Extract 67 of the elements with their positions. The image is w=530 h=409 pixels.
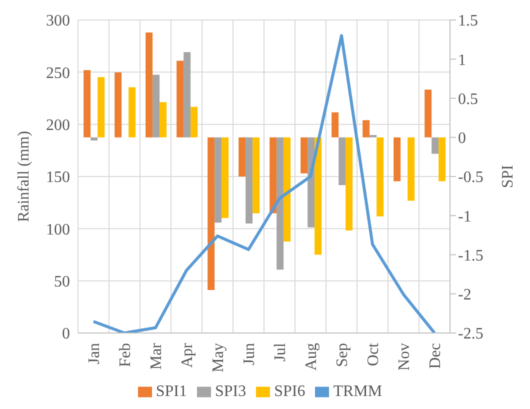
- legend-label: SPI6: [274, 383, 306, 400]
- x-tick-label: Jun: [240, 343, 258, 366]
- y2-tick-label: 1.5: [458, 12, 478, 30]
- y2-tick-label: -2: [458, 286, 472, 304]
- y-axis-title: Rainfall (mm): [16, 130, 33, 222]
- bar: [432, 137, 439, 154]
- y2-tick-label: -1: [458, 208, 472, 226]
- y-tick-label: 0: [62, 326, 70, 343]
- bar: [394, 137, 401, 182]
- x-tick-label: Feb: [116, 343, 134, 367]
- bar: [190, 106, 198, 138]
- x-tick-label: Jan: [86, 343, 103, 364]
- legend-label: SPI1: [156, 383, 187, 400]
- bar: [238, 137, 246, 176]
- bar: [152, 74, 160, 138]
- y-tick-label: 250: [46, 64, 70, 82]
- bar: [284, 137, 291, 242]
- y2-tick-label: 0: [458, 130, 466, 148]
- bar: [408, 137, 415, 201]
- bar: [246, 137, 253, 224]
- legend-label: TRMM: [333, 383, 382, 400]
- line-series: [92, 34, 436, 333]
- y-tick-label: 150: [46, 169, 70, 186]
- x-tick-label: Sep: [334, 343, 351, 367]
- x-tick-label: Apr: [178, 342, 196, 368]
- bar: [146, 32, 153, 138]
- y2-tick-label: -2.5: [458, 326, 484, 343]
- bar: [362, 120, 370, 138]
- bar: [160, 102, 167, 138]
- y2-tick-label: -1.5: [458, 247, 484, 264]
- y2-tick-label: 0.5: [458, 90, 478, 108]
- bar: [176, 60, 184, 138]
- y2-axis-title: SPI: [500, 164, 517, 188]
- bar: [84, 70, 91, 138]
- x-tick-label: Oct: [364, 342, 382, 366]
- bar: [424, 90, 432, 138]
- bar: [338, 137, 346, 186]
- bar: [222, 137, 229, 218]
- bar: [276, 137, 284, 270]
- bar: [90, 137, 98, 141]
- bar: [184, 52, 191, 138]
- bar: [270, 137, 277, 214]
- y-tick-label: 200: [46, 117, 70, 134]
- bar: [376, 137, 384, 216]
- y-tick-label: 100: [46, 221, 70, 238]
- bar: [300, 137, 308, 174]
- y-tick-label: 50: [54, 274, 70, 291]
- y2-tick-label: -0.5: [458, 169, 484, 186]
- bar: [98, 77, 105, 138]
- x-tick-label: Dec: [426, 343, 444, 369]
- bar: [346, 137, 353, 230]
- x-tick-label: Aug: [302, 343, 320, 371]
- x-tick-label: May: [210, 343, 227, 372]
- bar: [114, 72, 122, 138]
- bar: [332, 112, 339, 138]
- legend-label: SPI3: [214, 383, 246, 400]
- bar: [208, 137, 215, 290]
- bar: [438, 137, 446, 182]
- bar: [128, 87, 136, 138]
- bar: [314, 137, 322, 255]
- y-tick-label: 300: [46, 12, 70, 30]
- bar: [252, 137, 260, 214]
- x-tick-label: Mar: [148, 342, 165, 370]
- x-tick-label: Nov: [396, 343, 413, 371]
- x-tick-label: Jul: [272, 342, 289, 362]
- y2-tick-label: 1: [458, 52, 466, 69]
- bar: [214, 137, 222, 223]
